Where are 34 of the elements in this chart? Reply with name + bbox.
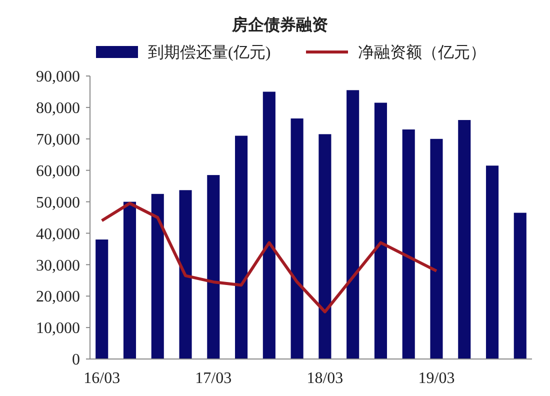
bar xyxy=(262,92,276,359)
x-tick-label: 18/03 xyxy=(306,370,344,387)
legend-label: 净融资额（亿元） xyxy=(358,44,486,62)
bar xyxy=(458,120,471,359)
bar xyxy=(430,138,443,359)
bar xyxy=(486,166,499,359)
bar xyxy=(402,129,415,359)
bar xyxy=(374,102,387,359)
bar xyxy=(290,118,304,359)
bar xyxy=(179,190,192,359)
bar xyxy=(346,90,360,359)
x-tick-label: 19/03 xyxy=(418,370,455,387)
bar xyxy=(151,194,164,359)
x-tick-label: 16/03 xyxy=(84,370,120,387)
y-tick-label: 90,000 xyxy=(36,68,80,86)
bar xyxy=(207,175,220,359)
y-tick-label: 20,000 xyxy=(36,288,80,306)
chart-title: 房企债券融资 xyxy=(231,15,328,34)
bar xyxy=(235,136,248,359)
y-tick-label: 40,000 xyxy=(36,226,80,243)
y-tick-label: 0 xyxy=(72,352,80,369)
y-tick-label: 50,000 xyxy=(36,194,80,212)
bar xyxy=(123,202,136,359)
y-tick-label: 80,000 xyxy=(36,100,80,118)
y-tick-label: 30,000 xyxy=(36,257,80,274)
y-tick-label: 70,000 xyxy=(36,131,80,148)
y-tick-label: 60,000 xyxy=(36,162,80,180)
x-tick-label: 17/03 xyxy=(195,370,232,387)
bar xyxy=(514,212,526,359)
legend-label: 到期偿还量(亿元) xyxy=(148,44,271,62)
y-tick-label: 10,000 xyxy=(36,320,80,338)
line-series xyxy=(100,202,438,314)
bar xyxy=(96,240,108,359)
bar xyxy=(318,134,332,359)
